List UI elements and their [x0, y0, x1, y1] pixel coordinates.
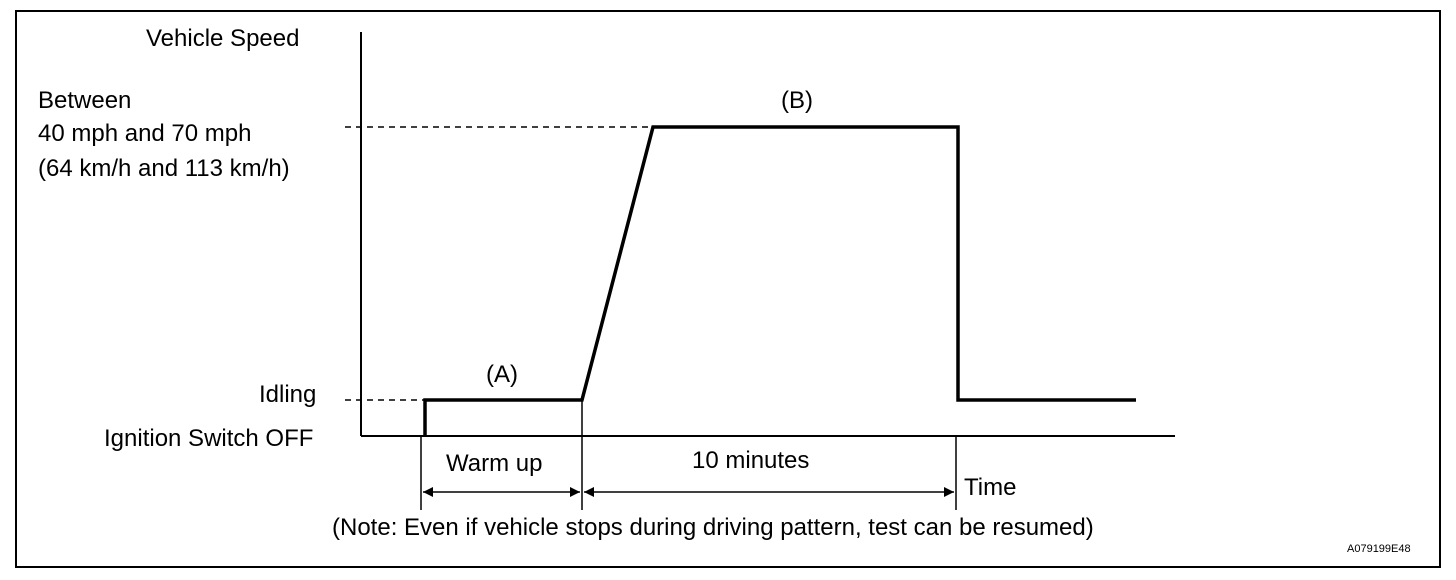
- note-text: (Note: Even if vehicle stops during driv…: [332, 514, 1094, 541]
- speed-range-line-1: Between: [38, 87, 131, 114]
- figure-border: [15, 10, 1441, 568]
- y-axis-label: Vehicle Speed: [146, 25, 299, 52]
- segment-a-label: (A): [486, 361, 518, 388]
- idling-label: Idling: [259, 381, 316, 408]
- duration-label: 10 minutes: [692, 447, 809, 474]
- speed-range-line-3: (64 km/h and 113 km/h): [38, 155, 290, 182]
- x-axis-label: Time: [964, 474, 1016, 501]
- speed-range-line-2: 40 mph and 70 mph: [38, 120, 251, 147]
- speed-profile-line: [423, 125, 1136, 436]
- warm-up-label: Warm up: [446, 450, 542, 477]
- segment-b-label: (B): [781, 87, 813, 114]
- figure-id: A079199E48: [1347, 543, 1411, 555]
- ignition-off-label: Ignition Switch OFF: [104, 425, 313, 452]
